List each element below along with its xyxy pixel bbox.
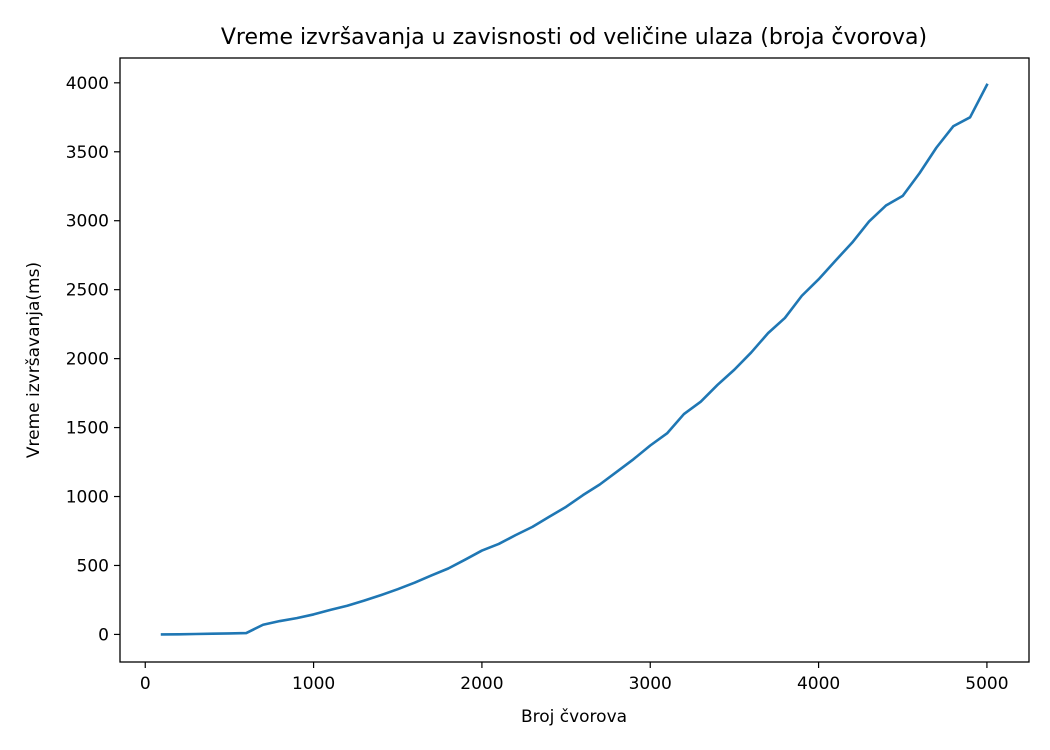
chart-title: Vreme izvršavanja u zavisnosti od veliči…: [221, 25, 927, 50]
plot-area-frame: [119, 57, 1030, 663]
x-tick-label: 0: [140, 674, 151, 694]
x-tick-label: 4000: [797, 674, 840, 694]
x-tick-label: 1000: [292, 674, 335, 694]
y-axis-label: Vreme izvršavanja(ms): [24, 262, 44, 458]
y-tick-label: 1000: [66, 488, 109, 508]
series-line: [160, 83, 989, 636]
y-tick-label: 1500: [66, 419, 109, 439]
y-axis-ticks: 0 500 1000 1500 2000 2500 3000 3500 4000: [66, 74, 120, 645]
y-tick-label: 4000: [66, 74, 109, 94]
x-tick-label: 5000: [965, 674, 1008, 694]
y-tick-label: 0: [98, 625, 109, 645]
x-tick-label: 3000: [629, 674, 672, 694]
y-tick-label: 2500: [66, 281, 109, 301]
x-tick-label: 2000: [460, 674, 503, 694]
y-tick-label: 3500: [66, 143, 109, 163]
y-tick-label: 3000: [66, 212, 109, 232]
x-axis-label: Broj čvorova: [521, 707, 627, 727]
x-axis-ticks: 0 1000 2000 3000 4000 5000: [140, 662, 1009, 694]
y-tick-label: 500: [77, 556, 109, 576]
y-tick-label: 2000: [66, 350, 109, 370]
